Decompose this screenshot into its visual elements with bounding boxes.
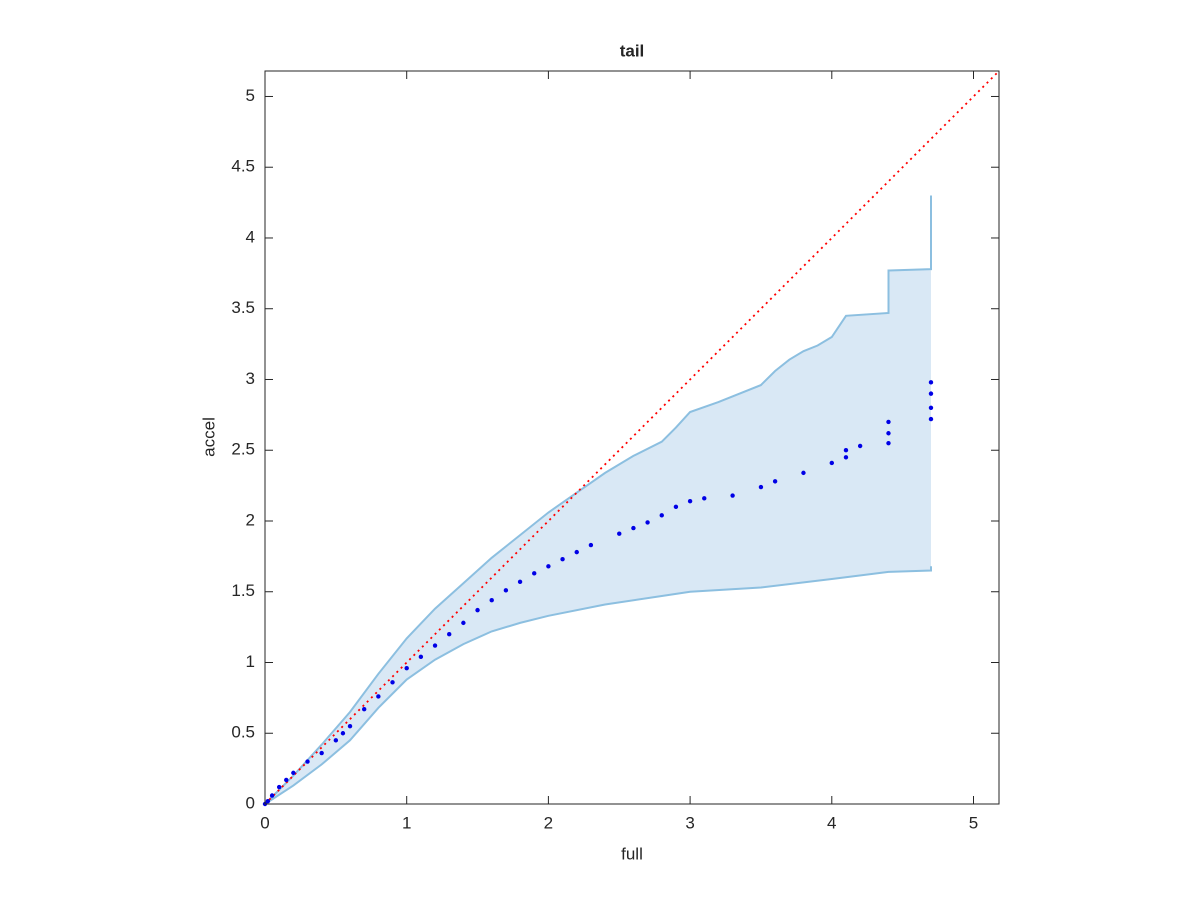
reference-line [264, 70, 1000, 805]
scatter-point [758, 484, 764, 490]
scatter-point [617, 531, 622, 536]
scatter-point [702, 496, 707, 501]
x-tick-label: 0 [260, 813, 269, 832]
scatter-point [489, 598, 494, 603]
scatter-point [801, 470, 806, 476]
scatter-point [319, 750, 324, 756]
y-tick-label: 1.5 [231, 581, 255, 600]
scatter-point [340, 731, 346, 736]
scatter-point [928, 380, 934, 385]
scatter-point [574, 549, 579, 555]
scatter-point [347, 723, 353, 729]
scatter-point [673, 504, 679, 510]
scatter-point [772, 479, 778, 484]
scatter-point [928, 405, 934, 410]
scatter-point [284, 777, 289, 783]
y-tick-label: 1 [246, 652, 255, 671]
scatter-point [659, 513, 664, 518]
scatter-point [418, 654, 424, 660]
scatter-point [588, 542, 594, 548]
scatter-point [886, 440, 891, 446]
x-axis-label: full [621, 844, 643, 863]
scatter-point [361, 706, 367, 712]
y-axis-label: accel [199, 417, 218, 457]
x-tick-label: 5 [969, 813, 978, 832]
scatter-point [265, 798, 271, 804]
y-tick-label: 2.5 [231, 440, 255, 459]
scatter-point [475, 607, 480, 613]
scatter-point [276, 784, 282, 790]
y-tick-label: 5 [246, 86, 255, 105]
axes-box [264, 70, 1000, 805]
scatter-point [886, 419, 891, 425]
scatter-point [333, 738, 339, 743]
scatter-point [532, 571, 537, 576]
scatter-point [928, 391, 934, 396]
band-upper-line [264, 195, 932, 805]
chart-title: tail [620, 41, 645, 60]
x-tick-label: 4 [827, 813, 836, 832]
scatter-point [843, 455, 849, 460]
band-lower-line [264, 566, 932, 805]
scatter-point [390, 680, 395, 685]
scatter-point [461, 620, 466, 626]
y-tick-label: 3.5 [231, 298, 255, 317]
scatter-point [645, 520, 650, 525]
scatter-point [829, 460, 834, 466]
scatter-point [376, 694, 381, 699]
y-tick-label: 0 [246, 793, 255, 812]
x-tick-label: 2 [544, 813, 553, 832]
y-tick-label: 4 [246, 227, 255, 246]
scatter-point [305, 759, 310, 764]
scatter-point [503, 588, 509, 593]
scatter-point [928, 416, 934, 422]
scatter-point [843, 448, 849, 453]
y-tick-label: 4.5 [231, 157, 255, 176]
scatter-point [687, 498, 693, 504]
scatter-point [546, 564, 551, 569]
scatter-point [560, 556, 565, 562]
scatter-point [269, 793, 275, 798]
x-tick-label: 3 [685, 813, 694, 832]
y-tick-label: 0.5 [231, 723, 255, 742]
scatter-point [886, 431, 891, 436]
scatter-point [404, 665, 409, 671]
scatter-point [432, 643, 438, 648]
x-tick-label: 1 [402, 813, 411, 832]
y-tick-label: 2 [246, 510, 255, 529]
scatter-point [291, 770, 296, 776]
band-area [265, 195, 931, 804]
scatter-point [517, 579, 523, 585]
scatter-point [730, 493, 735, 498]
scatter-point [857, 443, 863, 449]
y-tick-label: 3 [246, 369, 255, 388]
scatter-point [631, 525, 636, 531]
scatter-point [447, 631, 452, 637]
